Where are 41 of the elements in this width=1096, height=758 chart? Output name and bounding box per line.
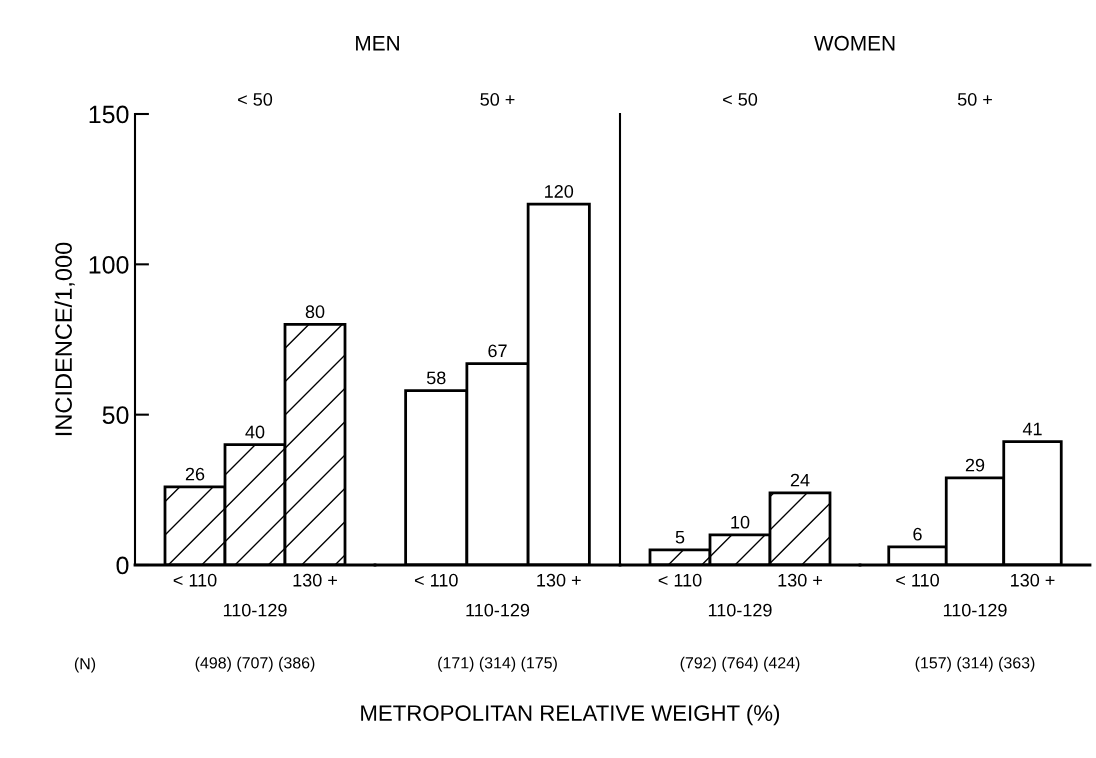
y-tick-label: 0 — [116, 556, 129, 575]
x-tick-label: 110-129 — [943, 603, 1007, 617]
data-label: 80 — [305, 305, 325, 319]
x-tick-label: 110-129 — [223, 603, 287, 617]
y-axis-title: INCIDENCE/1,000 — [54, 242, 75, 436]
text: (792) (764) (424) — [680, 656, 800, 672]
data-label: 5 — [675, 531, 685, 544]
x-tick-label: < 110 — [658, 573, 702, 587]
y-tick-label: 100 — [89, 255, 129, 274]
chart-title: < 50 — [238, 93, 273, 106]
x-axis-title: METROPOLITAN RELATIVE WEIGHT (%) — [361, 704, 780, 726]
data-label: 6 — [913, 527, 922, 541]
chart-title: 50 + — [957, 93, 992, 106]
text: (N) — [74, 657, 96, 673]
data-label: 29 — [965, 458, 985, 472]
x-tick-label: < 110 — [896, 573, 939, 587]
data-label: 10 — [731, 515, 750, 529]
x-tick-label: < 110 — [414, 573, 458, 587]
data-label: 41 — [1022, 422, 1042, 436]
chart-title: < 50 — [723, 93, 758, 106]
data-label: 120 — [545, 185, 574, 198]
text: WOMEN — [814, 35, 895, 51]
x-tick-label: < 110 — [173, 573, 217, 587]
x-tick-label: 130 + — [778, 573, 822, 587]
data-label: 24 — [790, 473, 810, 487]
data-label: 67 — [488, 344, 507, 358]
x-tick-label: 110-129 — [708, 603, 772, 617]
y-tick-label: 150 — [89, 105, 129, 124]
chart-title: 50 + — [480, 93, 515, 106]
text: (171) (314) (175) — [438, 656, 557, 672]
text: (498) (707) (386) — [195, 656, 315, 672]
x-tick-label: 110-129 — [466, 603, 530, 617]
x-tick-label: 130 + — [537, 573, 581, 587]
y-tick-label: 50 — [102, 406, 129, 424]
data-label: 40 — [245, 425, 265, 439]
data-label: 26 — [185, 467, 205, 481]
text: MEN — [356, 36, 399, 51]
x-tick-label: 130 + — [1011, 573, 1055, 587]
data-label: 58 — [426, 371, 446, 385]
text: (157) (314) (363) — [915, 656, 1035, 672]
x-tick-label: 130 + — [293, 573, 337, 587]
